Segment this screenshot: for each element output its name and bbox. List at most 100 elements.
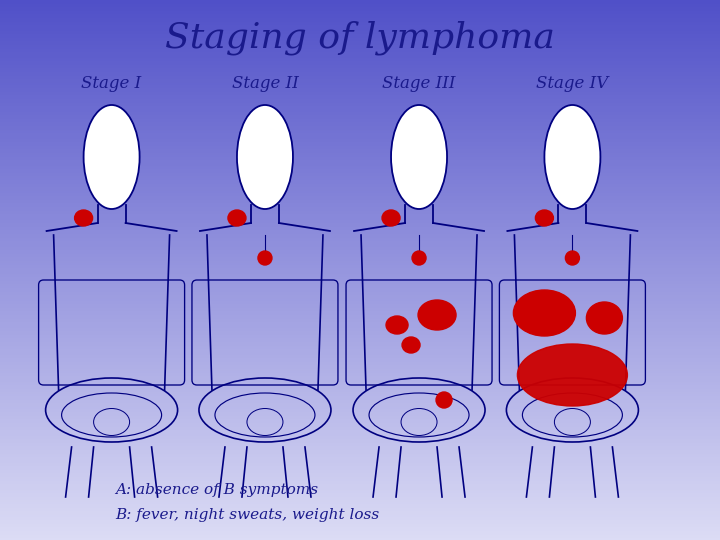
Bar	[0, 232, 720, 234]
Bar	[0, 49, 720, 50]
Bar	[0, 92, 720, 93]
Bar	[0, 407, 720, 409]
Bar	[0, 351, 720, 353]
Bar	[0, 366, 720, 367]
Bar	[0, 502, 720, 504]
Bar	[0, 214, 720, 216]
Bar	[0, 2, 720, 4]
Bar	[0, 20, 720, 22]
Bar	[0, 464, 720, 466]
Bar	[0, 22, 720, 23]
Bar	[0, 155, 720, 157]
Bar	[0, 409, 720, 410]
Bar	[0, 393, 720, 394]
Bar	[0, 498, 720, 501]
Bar	[0, 285, 720, 286]
Bar	[0, 11, 720, 12]
Bar	[0, 299, 720, 301]
Ellipse shape	[565, 251, 580, 265]
Bar	[0, 250, 720, 252]
Bar	[0, 103, 720, 104]
Bar	[0, 5, 720, 7]
Bar	[0, 466, 720, 468]
Bar	[0, 96, 720, 97]
Bar	[0, 261, 720, 263]
Bar	[0, 452, 720, 454]
Bar	[0, 279, 720, 281]
Ellipse shape	[436, 392, 452, 408]
Bar	[0, 511, 720, 513]
Bar	[0, 205, 720, 207]
Bar	[0, 158, 720, 160]
Bar	[0, 504, 720, 506]
Bar	[0, 178, 720, 180]
Bar	[0, 140, 720, 142]
Bar	[0, 367, 720, 369]
Bar	[0, 211, 720, 212]
Bar	[0, 329, 720, 331]
Bar	[0, 101, 720, 103]
Bar	[0, 538, 720, 540]
Bar	[0, 346, 720, 347]
Bar	[0, 302, 720, 304]
Bar	[0, 344, 720, 346]
Bar	[0, 412, 720, 414]
Bar	[0, 353, 720, 355]
Bar	[0, 209, 720, 211]
Bar	[0, 410, 720, 412]
Bar	[0, 106, 720, 108]
Bar	[0, 506, 720, 508]
Bar	[0, 130, 720, 131]
Bar	[0, 405, 720, 407]
Bar	[0, 457, 720, 459]
Bar	[0, 490, 720, 491]
Bar	[0, 277, 720, 279]
Ellipse shape	[513, 290, 575, 336]
Bar	[0, 160, 720, 162]
Bar	[0, 231, 720, 232]
Bar	[0, 336, 720, 339]
Bar	[0, 427, 720, 428]
Bar	[0, 533, 720, 535]
Bar	[0, 144, 720, 146]
Bar	[0, 448, 720, 450]
Bar	[0, 228, 720, 231]
Bar	[0, 218, 720, 220]
Bar	[0, 131, 720, 133]
Bar	[0, 421, 720, 423]
Bar	[0, 347, 720, 349]
Bar	[0, 27, 720, 29]
Bar	[0, 126, 720, 128]
Bar	[0, 474, 720, 475]
Bar	[0, 200, 720, 201]
Bar	[0, 450, 720, 452]
Bar	[0, 69, 720, 70]
Bar	[0, 387, 720, 389]
Bar	[0, 56, 720, 58]
Bar	[0, 255, 720, 258]
Bar	[0, 115, 720, 117]
Bar	[0, 501, 720, 502]
Bar	[0, 378, 720, 380]
Bar	[0, 282, 720, 285]
Bar	[0, 0, 720, 2]
Bar	[0, 243, 720, 245]
Bar	[0, 517, 720, 518]
Bar	[0, 443, 720, 444]
Bar	[0, 93, 720, 96]
Bar	[0, 83, 720, 85]
Bar	[0, 374, 720, 376]
Bar	[0, 16, 720, 18]
Text: Stage II: Stage II	[232, 75, 298, 92]
Bar	[0, 259, 720, 261]
Bar	[0, 265, 720, 266]
Bar	[0, 403, 720, 405]
Bar	[0, 335, 720, 336]
Bar	[0, 147, 720, 150]
Bar	[0, 461, 720, 463]
Bar	[0, 117, 720, 119]
Bar	[0, 518, 720, 520]
Text: Stage IV: Stage IV	[536, 75, 608, 92]
Bar	[0, 177, 720, 178]
Bar	[0, 437, 720, 439]
